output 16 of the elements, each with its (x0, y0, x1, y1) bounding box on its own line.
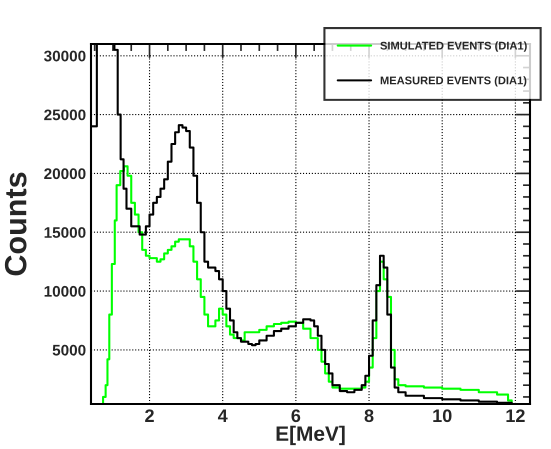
y-tick-label: 25000 (44, 109, 86, 120)
legend-label: MEASURED EVENTS (DIA1) (380, 76, 526, 87)
y-axis-title: Counts (4, 172, 27, 276)
x-tick-label: 12 (506, 409, 525, 422)
y-tick-label: 15000 (44, 227, 86, 238)
x-tick-label: 10 (433, 409, 452, 422)
x-tick-label: 8 (364, 409, 374, 422)
y-tick-label: 10000 (44, 286, 86, 297)
legend-label: SIMULATED EVENTS (DIA1) (380, 41, 527, 52)
x-tick-label: 4 (218, 410, 228, 422)
x-tick-label: 6 (292, 409, 300, 422)
y-tick-label: 5000 (52, 344, 86, 356)
y-tick-label: 20000 (44, 168, 86, 180)
x-tick-label: 2 (145, 409, 154, 422)
x-axis-title: E[MeV] (276, 426, 345, 446)
y-tick-label: 30000 (44, 50, 86, 62)
